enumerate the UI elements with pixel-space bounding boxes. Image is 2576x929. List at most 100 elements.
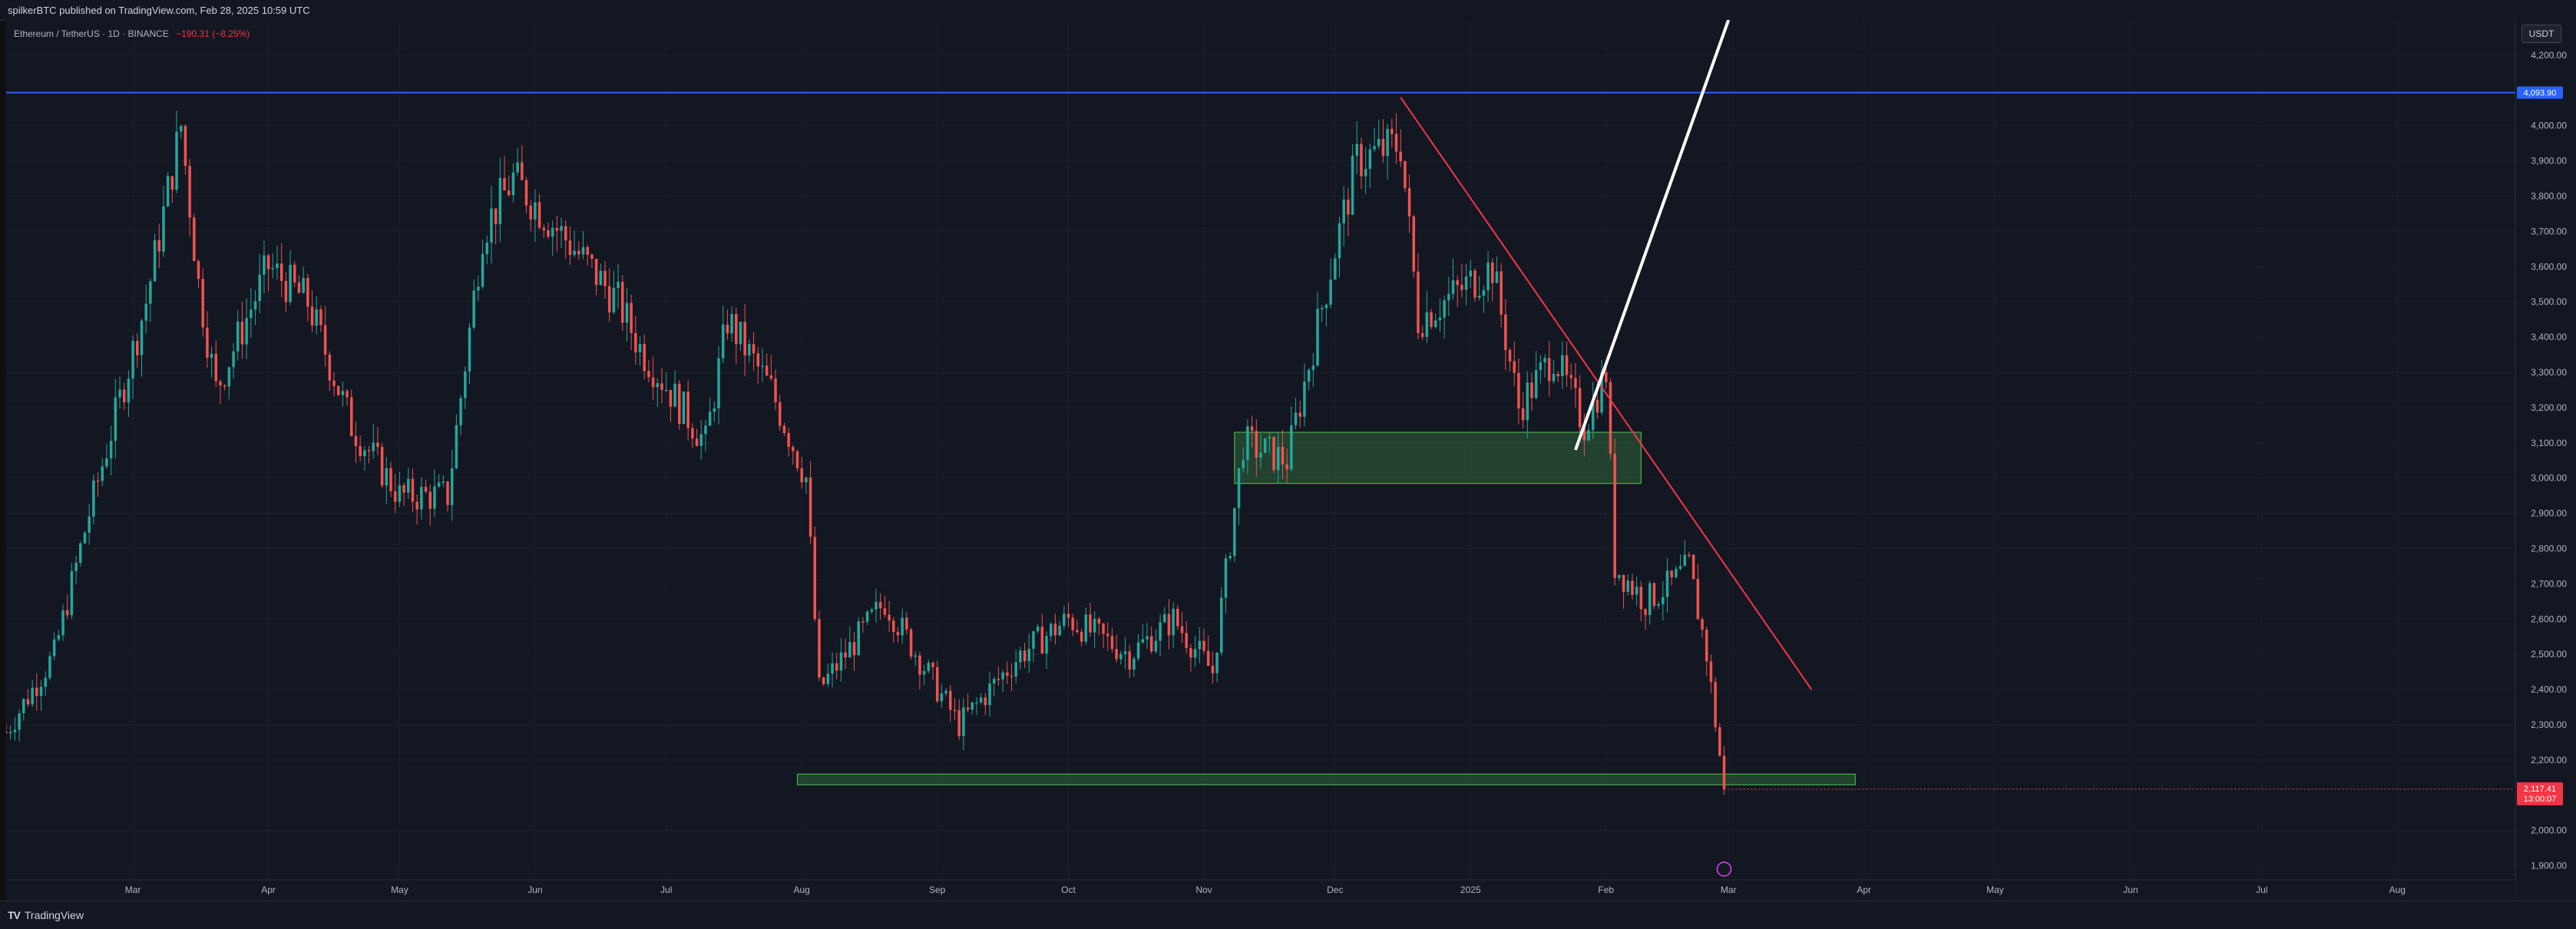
candle-body xyxy=(253,301,257,310)
candle-body xyxy=(551,227,554,237)
candle-body xyxy=(1417,271,1420,333)
candle-body xyxy=(651,377,655,388)
candle-body xyxy=(450,468,454,505)
candle-body xyxy=(1464,276,1468,290)
x-tick-label: Jul xyxy=(2256,884,2267,895)
candle-body xyxy=(822,677,825,685)
candle-body xyxy=(389,468,392,491)
candle-body xyxy=(210,353,213,358)
candle-body xyxy=(1665,570,1669,597)
x-tick-label: Jun xyxy=(527,884,542,895)
candle-body xyxy=(1263,438,1267,453)
y-tick-label: 2,300.00 xyxy=(2531,719,2567,730)
candle-body xyxy=(865,611,869,622)
y-tick-label: 4,200.00 xyxy=(2531,50,2567,61)
candle-body xyxy=(1167,613,1171,636)
candle-body xyxy=(240,321,244,345)
candle-body xyxy=(1430,312,1433,327)
candle-body xyxy=(1141,639,1145,643)
candle-body xyxy=(245,318,248,345)
candle-body xyxy=(1342,199,1345,223)
candle-body xyxy=(647,371,650,378)
candle-body xyxy=(96,480,100,482)
candle-body xyxy=(336,385,340,395)
candle-body xyxy=(494,208,498,225)
y-tick-label: 3,300.00 xyxy=(2531,367,2567,378)
candle-body xyxy=(621,282,624,323)
x-tick-label: Mar xyxy=(125,884,141,895)
y-tick-label: 2,800.00 xyxy=(2531,544,2567,554)
candle-body xyxy=(1609,382,1612,455)
candle-body xyxy=(1189,648,1192,658)
chart-legend: Ethereum / TetherUS · 1D · BINANCE −190.… xyxy=(14,28,250,39)
candle-body xyxy=(975,702,978,704)
candle-body xyxy=(1412,216,1416,272)
candle-body xyxy=(603,270,607,286)
candle-body xyxy=(26,699,30,705)
candle-body xyxy=(162,206,165,252)
candle-body xyxy=(695,438,699,446)
candle-body xyxy=(1154,640,1158,652)
candle-body xyxy=(266,255,270,269)
currency-button[interactable]: USDT xyxy=(2521,25,2561,43)
candle-body xyxy=(1438,317,1442,321)
candle-body xyxy=(1364,168,1367,177)
candle-body xyxy=(752,344,756,354)
candle-body xyxy=(227,367,231,387)
chart-area[interactable]: 4,200.00 4,000.00 3,900.00 3,800.00 3,700.00… xyxy=(6,20,2576,901)
candle-body xyxy=(826,673,830,685)
candle-body xyxy=(140,320,144,355)
candle-body xyxy=(630,303,633,333)
candle-body xyxy=(984,697,987,706)
candle-body xyxy=(844,652,847,658)
candle-body xyxy=(560,226,563,231)
candle-body xyxy=(1460,285,1463,290)
candle-body xyxy=(354,435,358,446)
descending-trendline xyxy=(1400,97,1813,690)
candle-body xyxy=(105,458,108,467)
y-tick-label: 2,700.00 xyxy=(2531,578,2567,589)
last-price-tag xyxy=(2517,782,2563,805)
candle-body xyxy=(914,655,917,657)
candle-body xyxy=(1206,650,1210,666)
candle-body xyxy=(852,642,856,656)
candle-body xyxy=(1635,587,1639,595)
candle-body xyxy=(1237,468,1241,508)
x-tick-label: Jun xyxy=(2123,884,2138,895)
candle-body xyxy=(1552,374,1556,382)
candle-body xyxy=(835,663,838,671)
candle-body xyxy=(8,732,12,733)
candle-body xyxy=(935,666,939,702)
candle-body xyxy=(1303,382,1306,417)
candle-body xyxy=(1486,262,1490,290)
candle-body xyxy=(1123,651,1127,654)
candle-body xyxy=(1233,507,1236,557)
candle-body xyxy=(1045,636,1048,654)
candle-body xyxy=(1036,626,1040,632)
x-tick-label: May xyxy=(391,884,408,895)
y-tick-label: 3,900.00 xyxy=(2531,156,2567,167)
candle-body xyxy=(1106,633,1109,636)
candle-body xyxy=(459,398,462,425)
chart-canvas[interactable]: 4,200.00 4,000.00 3,900.00 3,800.00 3,700.00… xyxy=(6,20,2576,901)
candle-body xyxy=(555,227,559,231)
candle-body xyxy=(1115,649,1118,660)
candle-body xyxy=(883,608,887,615)
candle-body xyxy=(184,126,187,167)
candle-body xyxy=(1014,662,1017,677)
tradingview-logo-icon: TV xyxy=(8,909,21,921)
candle-body xyxy=(1539,362,1543,370)
candle-body xyxy=(721,324,725,359)
candle-body xyxy=(782,425,786,434)
candle-body xyxy=(787,433,790,448)
candle-body xyxy=(1049,623,1053,636)
y-tick-label: 3,800.00 xyxy=(2531,191,2567,202)
candle-body xyxy=(118,389,121,398)
candle-body xyxy=(1675,568,1678,577)
candle-body xyxy=(1565,355,1569,375)
candle-body xyxy=(1136,642,1140,659)
tradingview-brand[interactable]: TV TradingView xyxy=(8,909,84,921)
candle-body xyxy=(1377,138,1381,147)
candle-body xyxy=(1058,626,1061,636)
candle-body xyxy=(686,391,689,428)
